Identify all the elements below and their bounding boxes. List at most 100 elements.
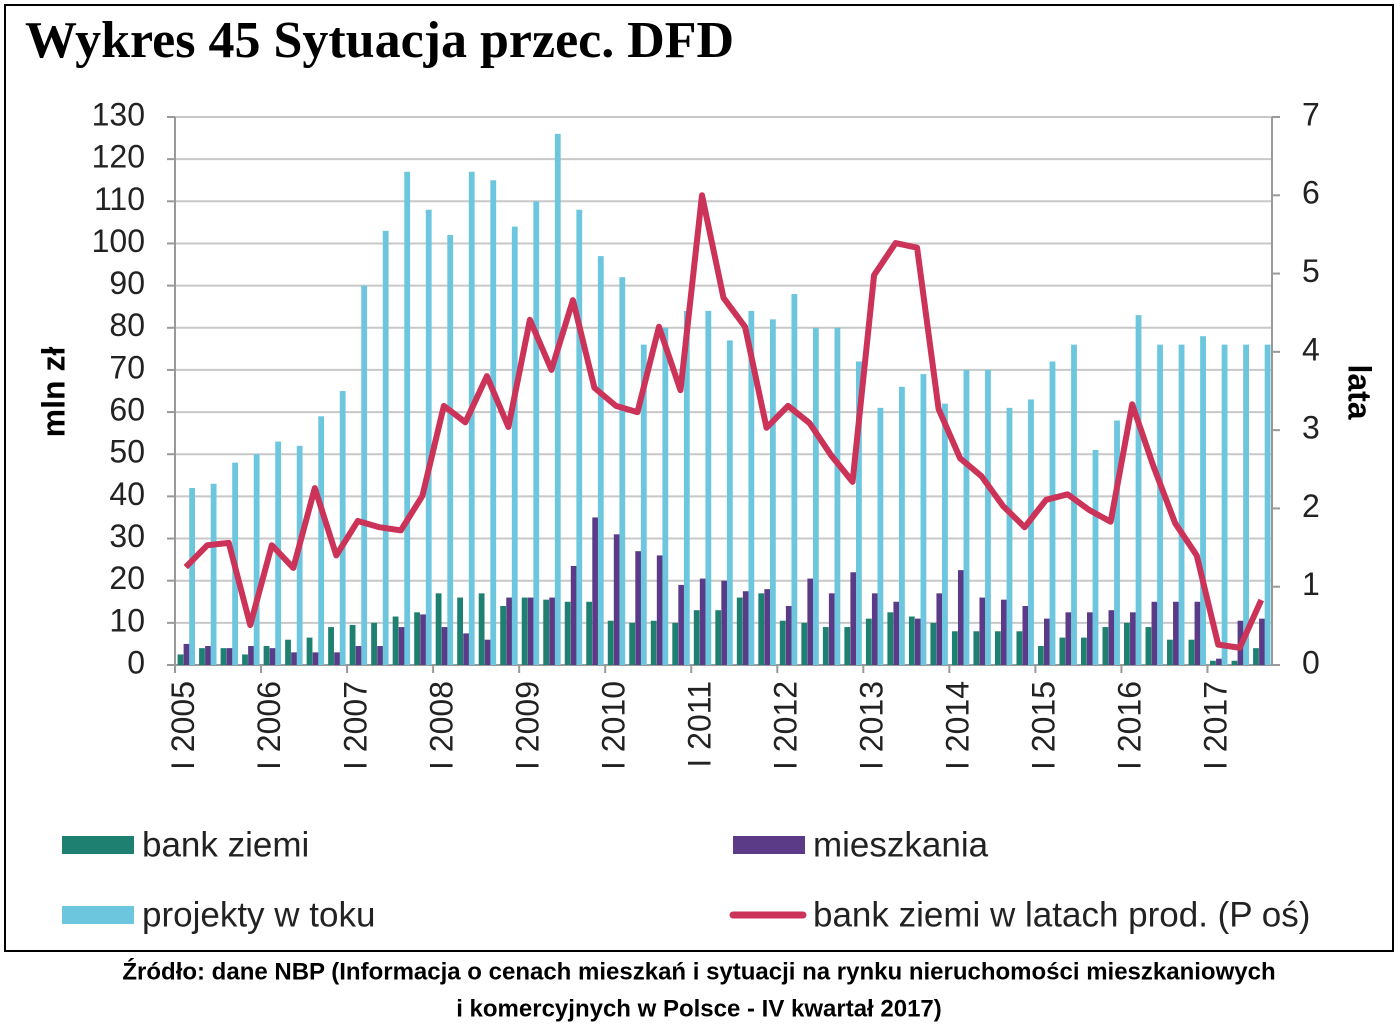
- bar: [1049, 361, 1056, 665]
- bar: [248, 646, 254, 665]
- bar: [1210, 660, 1216, 665]
- legend-swatch: [62, 906, 134, 924]
- bar: [1145, 627, 1152, 665]
- bar: [951, 631, 958, 665]
- bar: [656, 555, 663, 665]
- bar: [177, 654, 184, 665]
- y2-tick-label: 0: [1302, 644, 1320, 680]
- bar: [1259, 618, 1265, 665]
- bar: [576, 209, 583, 665]
- bar: [377, 646, 383, 665]
- bar: [834, 327, 841, 665]
- y2-tick-label: 7: [1302, 96, 1320, 132]
- bar: [318, 416, 325, 665]
- bar: [263, 646, 270, 665]
- y2-tick-label: 1: [1302, 566, 1320, 602]
- bar: [291, 652, 297, 665]
- bar: [791, 294, 798, 665]
- bar: [748, 310, 755, 665]
- bar: [877, 407, 884, 665]
- bar: [1151, 601, 1158, 665]
- y-tick-label: 60: [109, 392, 145, 428]
- line: [183, 192, 1264, 651]
- y-tick-label: 50: [109, 434, 145, 470]
- x-tick-label: I 2007: [337, 681, 373, 770]
- bar: [205, 646, 211, 665]
- bar: [1065, 612, 1072, 665]
- bar: [1006, 407, 1013, 665]
- bar: [683, 310, 690, 665]
- bar: [253, 454, 260, 665]
- bar: [597, 256, 604, 665]
- bar: [527, 597, 534, 665]
- y-tick-label: 0: [127, 644, 145, 680]
- bar: [478, 593, 485, 665]
- bar: [484, 639, 491, 665]
- bar: [549, 597, 556, 665]
- bar: [985, 369, 991, 665]
- bar: [887, 612, 894, 665]
- y2-tick-label: 2: [1302, 488, 1320, 524]
- bar: [339, 391, 346, 665]
- bar: [1178, 344, 1185, 665]
- bar: [1092, 450, 1099, 665]
- y-tick-label: 40: [109, 476, 145, 512]
- bar: [1231, 660, 1238, 665]
- bar: [1157, 344, 1163, 665]
- frame: [4, 4, 1394, 952]
- bar: [306, 637, 313, 665]
- bar: [586, 601, 593, 665]
- y-tick-label: 130: [92, 96, 145, 132]
- y-tick-label: 100: [92, 223, 145, 259]
- bar: [506, 597, 513, 665]
- bar: [812, 327, 819, 665]
- bar: [908, 616, 915, 665]
- bar: [226, 648, 233, 665]
- bar: [1016, 631, 1023, 665]
- bar: [457, 597, 464, 665]
- bar: [629, 622, 636, 665]
- bar: [220, 648, 227, 665]
- bar: [769, 319, 776, 665]
- bar: [1037, 646, 1044, 665]
- bar: [521, 597, 528, 665]
- bar: [371, 622, 377, 665]
- bar: [899, 386, 905, 665]
- bar: [420, 614, 427, 665]
- bar: [349, 624, 356, 665]
- bar: [328, 627, 334, 665]
- bar: [592, 517, 599, 665]
- bar: [936, 593, 943, 665]
- legend-label: bank ziemi: [142, 825, 309, 864]
- y-tick-label: 110: [94, 181, 145, 217]
- bar: [1216, 658, 1222, 665]
- x-tick-label: I 2013: [854, 681, 890, 770]
- bar: [613, 534, 620, 665]
- bar: [1243, 344, 1249, 665]
- bar: [361, 285, 368, 665]
- bar: [662, 327, 669, 665]
- bar: [189, 487, 196, 665]
- bar: [742, 591, 749, 665]
- bar: [930, 622, 937, 665]
- chart-title: Wykres 45 Sytuacja przec. DFD: [25, 12, 734, 69]
- x-tick-label: I 2017: [1198, 681, 1234, 770]
- bar: [650, 620, 657, 665]
- bar: [1000, 599, 1007, 665]
- bar: [672, 622, 679, 665]
- x-tick-label: I 2016: [1112, 681, 1148, 770]
- y-tick-label: 120: [92, 139, 145, 175]
- y-axis-title: mln zł: [35, 347, 71, 438]
- bar: [554, 133, 561, 665]
- x-tick-label: I 2012: [767, 681, 803, 770]
- y2-tick-label: 4: [1302, 331, 1320, 367]
- bar: [779, 620, 786, 665]
- bar: [414, 612, 420, 665]
- x-tick-label: I 2006: [251, 681, 287, 770]
- bar: [979, 597, 986, 665]
- y-tick-label: 10: [109, 602, 145, 638]
- bar: [1264, 344, 1271, 665]
- bar: [705, 310, 712, 665]
- x-tick-label: I 2009: [509, 681, 545, 770]
